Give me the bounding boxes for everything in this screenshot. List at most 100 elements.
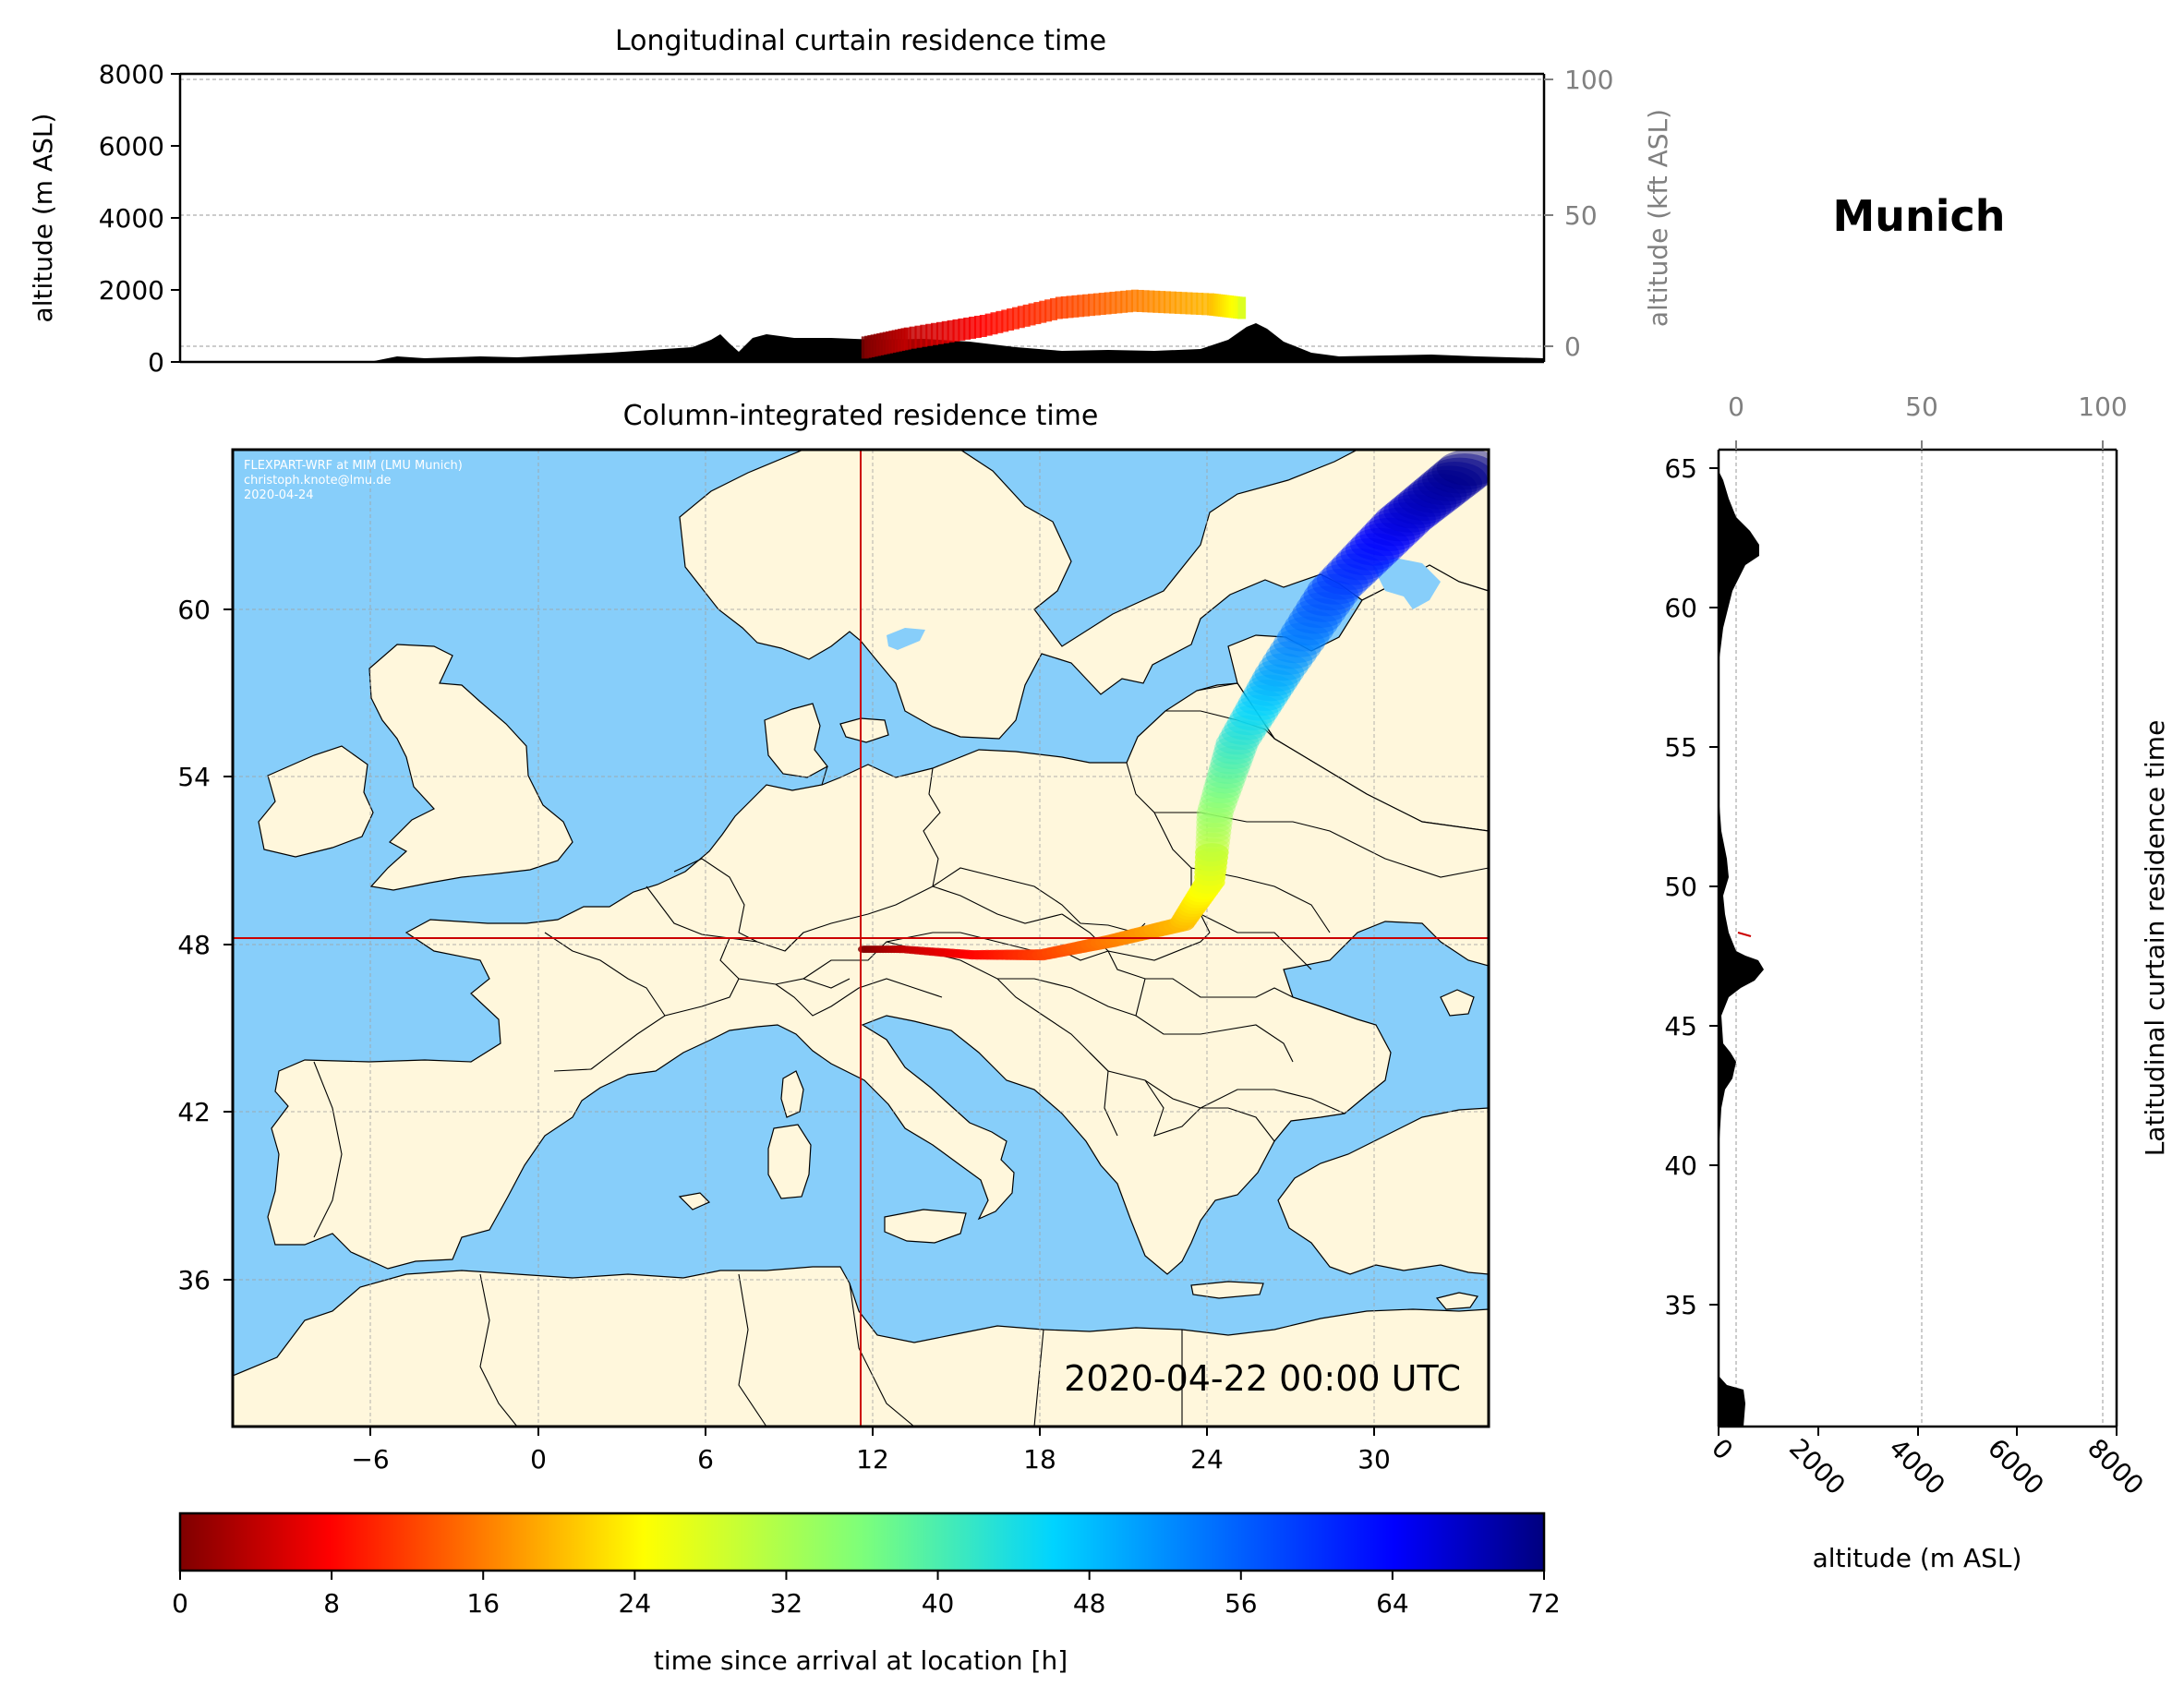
cyprus xyxy=(1435,1292,1478,1310)
plume-point xyxy=(1422,461,1488,498)
plume-point xyxy=(1345,533,1406,566)
curtain-point xyxy=(1152,290,1161,313)
latitudinal-xlabel: altitude (m ASL) xyxy=(1813,1543,2022,1573)
corsica xyxy=(780,1070,804,1118)
curtain-point xyxy=(1168,291,1176,314)
plume-point xyxy=(1198,797,1236,818)
credit-line: christoph.knote@lmu.de xyxy=(244,474,392,488)
curtain-point xyxy=(979,315,987,337)
plume-point xyxy=(1403,477,1467,513)
plume-point xyxy=(1215,730,1260,755)
plume-point xyxy=(1359,517,1420,551)
curtain-point xyxy=(1077,295,1085,318)
plume-point xyxy=(1431,453,1489,490)
plume-point xyxy=(1350,527,1410,561)
plume-point xyxy=(1340,537,1400,571)
long-ytick-right: 50 xyxy=(1564,200,1598,231)
plume-point xyxy=(1285,610,1338,640)
curtain-point xyxy=(920,324,928,347)
plume-point xyxy=(1355,523,1416,557)
plume-point xyxy=(1224,715,1269,741)
map-yticks: 36 42 48 54 60 xyxy=(177,595,233,1295)
longitudinal-ylabel-right: altitude (kft ASL) xyxy=(1643,109,1673,327)
curtain-point xyxy=(1092,293,1101,316)
colorbar-tick-label: 0 xyxy=(172,1588,188,1619)
curtain-point xyxy=(1028,303,1036,326)
curtain-point xyxy=(1104,292,1112,315)
plume-point xyxy=(1221,720,1266,745)
curtain-point xyxy=(914,325,923,348)
lat-xtick: 8000 xyxy=(2081,1433,2150,1501)
colorbar-tick-label: 56 xyxy=(1225,1588,1258,1619)
curtain-point xyxy=(1115,291,1123,314)
anatolia xyxy=(1277,1107,1489,1275)
plume-point xyxy=(1199,791,1237,813)
map-ytick: 36 xyxy=(177,1265,211,1295)
crete xyxy=(1190,1281,1264,1299)
curtain-point xyxy=(1001,309,1009,332)
balearic xyxy=(678,1192,711,1210)
plume-point xyxy=(1196,817,1232,837)
curtain-point xyxy=(1022,304,1031,327)
curtain-point xyxy=(1017,306,1025,329)
curtain-point xyxy=(1190,292,1199,315)
plume-point xyxy=(1296,592,1351,622)
map-xticks: −6 0 6 12 18 24 30 xyxy=(351,1427,1391,1475)
plume-point xyxy=(1311,569,1369,600)
plume-point xyxy=(1254,659,1305,687)
plume-point xyxy=(1276,622,1330,652)
map-ytick: 48 xyxy=(177,930,211,960)
lat-ytick: 55 xyxy=(1664,732,1697,763)
colorbar-tick-label: 16 xyxy=(466,1588,500,1619)
curtain-point xyxy=(1109,291,1117,314)
plume-point xyxy=(1195,827,1231,848)
curtain-point xyxy=(952,319,960,342)
curtain-point xyxy=(1126,290,1134,313)
plume-point xyxy=(1195,843,1229,862)
curtain-point xyxy=(958,318,966,341)
curtain-point xyxy=(1196,293,1204,316)
longitudinal-frame xyxy=(180,74,1544,362)
credit-line: 2020-04-24 xyxy=(244,488,314,502)
plume-point xyxy=(1207,761,1249,784)
plume-point xyxy=(1226,710,1273,736)
long-ytick-right: 100 xyxy=(1564,65,1613,95)
curtain-point xyxy=(1098,293,1106,316)
map-plume xyxy=(858,450,1489,961)
latitudinal-plume-mark xyxy=(1737,932,1752,937)
plume-point xyxy=(1397,482,1462,517)
longitudinal-panel: Longitudinal curtain residence time 0 20… xyxy=(28,25,1673,378)
colorbar-tick-label: 8 xyxy=(323,1588,340,1619)
lat-ytick: 50 xyxy=(1664,872,1697,902)
long-ytick: 2000 xyxy=(99,275,164,306)
great-britain xyxy=(368,644,573,891)
latitudinal-xticks-top: 0 50 100 xyxy=(1728,391,2128,450)
lat-xtick: 6000 xyxy=(1982,1433,2050,1501)
plume-point xyxy=(1195,837,1230,857)
plume-point xyxy=(1195,822,1232,843)
lake-ladoga xyxy=(1372,558,1441,609)
curtain-point xyxy=(1007,308,1015,331)
plume-point xyxy=(1383,494,1446,529)
plume-point xyxy=(1213,741,1256,765)
curtain-point xyxy=(1039,300,1047,323)
curtain-point xyxy=(935,321,944,344)
colorbar-gradient xyxy=(178,1511,1546,1572)
curtain-point xyxy=(1071,295,1080,318)
plume-point xyxy=(1218,725,1262,751)
latitudinal-yticks: 35 40 45 50 55 60 65 xyxy=(1664,453,1719,1320)
plume-point xyxy=(1316,563,1374,596)
lat-xtick: 2000 xyxy=(1783,1433,1852,1501)
lat-xtick-top: 50 xyxy=(1905,391,1938,422)
curtain-point xyxy=(995,310,1004,333)
map-ytick: 60 xyxy=(177,595,211,625)
plume-point xyxy=(1321,558,1379,590)
plume-point xyxy=(1209,756,1250,779)
longitudinal-title: Longitudinal curtain residence time xyxy=(615,25,1106,57)
curtain-point xyxy=(1033,302,1042,325)
colorbar-ticks: 0 8 16 24 32 40 48 56 64 72 xyxy=(172,1571,1561,1619)
plume-point xyxy=(1307,573,1363,605)
continental-europe xyxy=(267,682,1489,1275)
curtain-point xyxy=(925,323,934,346)
curtain-point xyxy=(1066,295,1074,319)
